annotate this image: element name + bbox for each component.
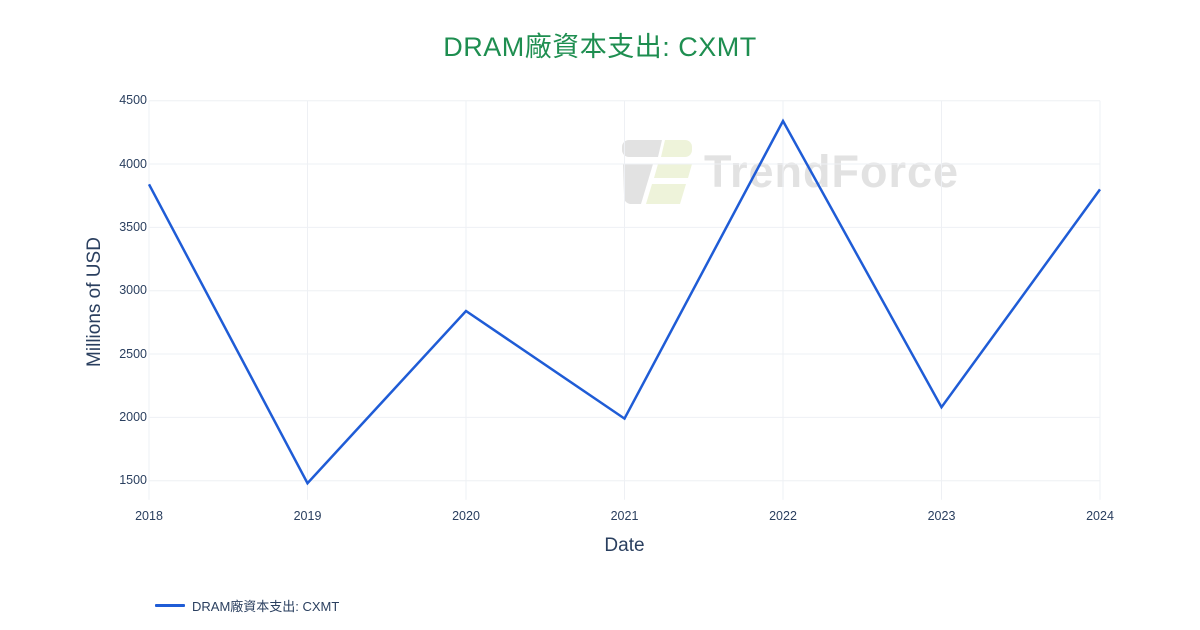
y-tick-label: 2000: [119, 409, 147, 424]
chart-title: DRAM廠資本支出: CXMT: [443, 32, 757, 62]
legend-label: DRAM廠資本支出: CXMT: [192, 599, 340, 614]
y-tick-label: 3500: [119, 219, 147, 234]
capex-line-series: [147, 118, 1102, 486]
x-tick-label: 2024: [1086, 509, 1114, 523]
y-axis-title: Millions of USD: [84, 237, 105, 367]
y-tick-label: 1500: [119, 473, 147, 488]
y-tick-label: 4000: [119, 156, 147, 171]
x-tick-label: 2018: [135, 509, 163, 523]
legend-item[interactable]: DRAM廠資本支出: CXMT: [155, 596, 339, 615]
legend-line-swatch: [155, 604, 185, 607]
y-tick-label: 4500: [119, 93, 147, 108]
x-axis-title: Date: [604, 535, 645, 556]
y-tick-label: 2500: [119, 346, 147, 361]
x-tick-label: 2020: [452, 509, 480, 523]
x-tick-label: 2019: [293, 509, 322, 523]
x-tick-label: 2022: [769, 509, 797, 523]
y-tick-label: 3000: [119, 283, 147, 298]
x-tick-label: 2023: [927, 509, 956, 523]
x-tick-label: 2021: [610, 509, 639, 523]
vertical-gridlines: [148, 100, 1101, 500]
